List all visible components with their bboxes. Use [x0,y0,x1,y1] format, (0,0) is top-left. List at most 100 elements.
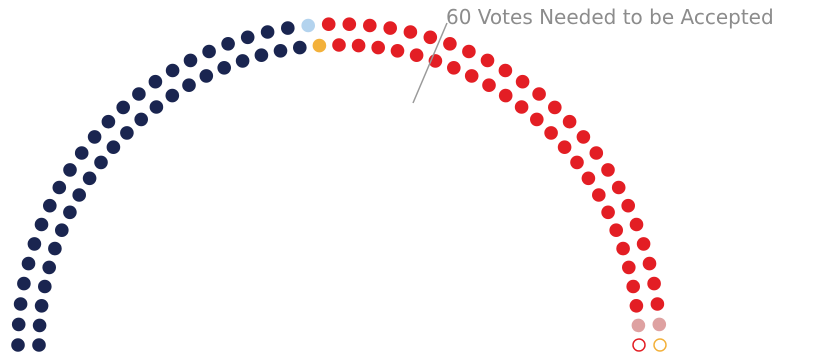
seat-red [601,205,615,220]
seat-red-outline [632,338,646,352]
seat-navy [72,188,86,202]
seat-red [480,53,495,68]
seat-navy [74,146,89,160]
seat-gold-outline [653,338,667,352]
seat-navy [21,256,36,271]
seat-red [423,30,438,45]
seat-navy [149,100,164,114]
seat-red [383,21,398,35]
seat-red [629,299,644,313]
seat-navy [116,100,130,115]
seat-gold [312,38,327,53]
seat-navy [254,48,269,62]
seat-navy [120,126,134,140]
seat-navy [13,297,28,311]
seat-navy [217,61,231,75]
seat-navy [273,44,288,58]
seat-red [548,100,562,115]
seat-red [609,223,623,237]
seat-red [363,18,377,33]
seat-navy [87,130,102,144]
seat-navy [43,198,57,213]
seat-red [626,279,640,294]
seat-navy [260,25,275,39]
seat-navy [132,87,146,101]
seat-navy [165,88,180,103]
seat-red [351,38,366,53]
seat-navy [82,171,97,186]
seat-red [321,17,336,32]
seat-navy [32,318,47,333]
seat-navy [94,155,108,170]
seat-red [636,237,651,251]
seat-navy [221,37,235,51]
seat-navy [199,69,214,83]
seat-navy [11,338,25,352]
seat-red [403,25,418,39]
seat-red [515,74,530,89]
seat-navy [165,63,180,78]
seat-navy [34,217,49,232]
seat-red [642,256,657,271]
seat-red [650,297,665,311]
seat-red [514,100,529,114]
seat-red [616,241,630,256]
seat-red [576,130,591,144]
seat-navy [52,180,67,195]
seat-navy [42,260,56,275]
seat-navy [235,54,250,68]
seat-navy [17,276,31,291]
seat-navy [183,53,198,68]
seat-navy [48,241,62,256]
seat-red [570,155,584,170]
seat-navy [38,279,52,294]
seat-red [629,217,644,232]
seat-navy [63,205,77,220]
seat-red [544,126,558,140]
seat-pink [631,318,646,333]
seat-red [621,198,635,213]
seat-navy [11,317,26,332]
seat-navy [293,40,307,55]
seat-red [557,140,572,154]
seat-red [498,88,513,103]
seat-navy [34,299,49,313]
seat-red [562,114,577,129]
seats-group [11,17,667,352]
threshold-label: 60 Votes Needed to be Accepted [446,5,774,29]
seat-red [498,63,513,78]
seat-navy [202,44,216,59]
seat-red [447,61,461,75]
seat-red [622,260,636,275]
seat-red [409,48,424,62]
seat-red [390,44,405,58]
seat-red [581,171,596,186]
seat-red [342,17,357,32]
seat-light-blue [301,18,316,33]
seat-red [332,38,346,52]
seat-navy [27,237,42,251]
seat-red [647,276,661,291]
seat-navy [240,30,255,45]
seat-navy [148,74,163,89]
seat-red [371,40,386,55]
seat-red [601,163,615,177]
threshold-line [412,22,448,104]
seat-navy [182,78,196,92]
seat-navy [63,163,77,177]
seat-red [589,146,604,160]
seat-red [611,180,626,195]
seat-red [482,78,496,92]
seat-navy [134,112,148,127]
seat-navy [281,21,295,35]
seat-navy [101,114,116,129]
seat-navy [32,338,46,352]
seat-navy [106,140,121,154]
seat-red [462,44,476,59]
seat-pink [652,317,667,332]
seat-red [464,69,479,83]
seat-red [443,37,457,51]
seat-navy [55,223,69,237]
